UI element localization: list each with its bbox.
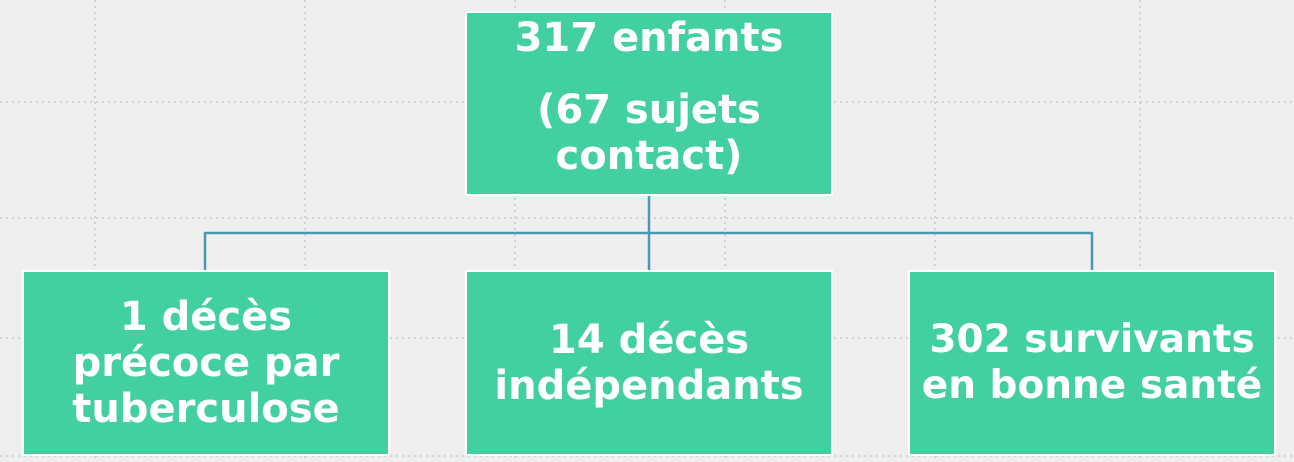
node-label: 302 survivants en bonne santé bbox=[921, 317, 1263, 408]
child-node: 302 survivants en bonne santé bbox=[908, 270, 1276, 456]
node-label: 14 décès indépendants bbox=[494, 317, 804, 409]
connectors bbox=[203, 196, 1094, 270]
child-node: 14 décès indépendants bbox=[465, 270, 833, 456]
child-node: 1 décès précoce par tuberculose bbox=[22, 270, 390, 456]
node-label: 1 décès précoce par tuberculose bbox=[72, 294, 340, 432]
node-sublabel: (67 sujets contact) bbox=[537, 87, 761, 179]
root-node: 317 enfants (67 sujets contact) bbox=[465, 11, 833, 196]
node-label: 317 enfants bbox=[514, 15, 784, 61]
